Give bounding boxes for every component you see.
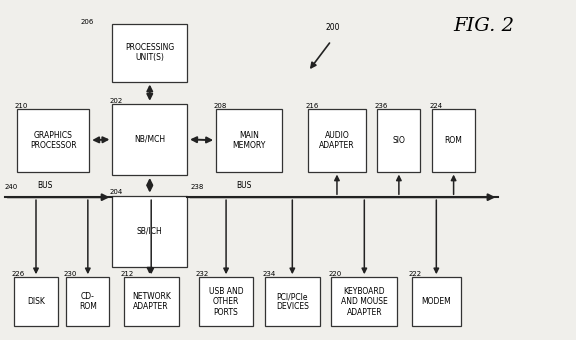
Text: 202: 202	[109, 98, 123, 104]
Text: 232: 232	[196, 271, 209, 277]
Text: FIG. 2: FIG. 2	[453, 17, 514, 35]
Bar	[265, 277, 320, 326]
Text: 224: 224	[429, 103, 442, 109]
Text: 240: 240	[5, 184, 18, 190]
Text: 212: 212	[121, 271, 134, 277]
Text: DISK: DISK	[27, 297, 45, 306]
Text: NB/MCH: NB/MCH	[134, 135, 165, 144]
Bar	[17, 109, 89, 172]
Text: 216: 216	[305, 103, 319, 109]
Bar	[216, 109, 282, 172]
Text: 234: 234	[262, 271, 275, 277]
Text: USB AND
OTHER
PORTS: USB AND OTHER PORTS	[209, 287, 244, 317]
Text: PROCESSING
UNIT(S): PROCESSING UNIT(S)	[125, 43, 175, 63]
Bar	[412, 277, 461, 326]
Text: BUS: BUS	[37, 182, 53, 190]
Text: CD-
ROM: CD- ROM	[79, 292, 97, 311]
Text: 210: 210	[14, 103, 28, 109]
Text: SIO: SIO	[392, 136, 406, 145]
Text: 238: 238	[190, 184, 203, 190]
Bar	[199, 277, 253, 326]
Bar	[112, 24, 187, 82]
Bar	[377, 109, 420, 172]
Text: 200: 200	[325, 23, 340, 32]
Text: PCI/PCIe
DEVICES: PCI/PCIe DEVICES	[276, 292, 309, 311]
Bar	[66, 277, 109, 326]
Bar	[331, 277, 397, 326]
Bar	[14, 277, 58, 326]
Text: GRAPHICS
PROCESSOR: GRAPHICS PROCESSOR	[30, 131, 77, 150]
Bar	[112, 104, 187, 175]
Text: 204: 204	[109, 189, 123, 196]
Text: AUDIO
ADAPTER: AUDIO ADAPTER	[319, 131, 355, 150]
Bar	[124, 277, 179, 326]
Text: 222: 222	[409, 271, 422, 277]
Bar	[432, 109, 475, 172]
Text: 236: 236	[374, 103, 388, 109]
Text: SB/ICH: SB/ICH	[137, 227, 162, 236]
Bar	[112, 195, 187, 267]
Text: MODEM: MODEM	[422, 297, 451, 306]
Text: NETWORK
ADAPTER: NETWORK ADAPTER	[132, 292, 170, 311]
Text: MAIN
MEMORY: MAIN MEMORY	[233, 131, 266, 150]
Text: KEYBOARD
AND MOUSE
ADAPTER: KEYBOARD AND MOUSE ADAPTER	[341, 287, 388, 317]
Text: 220: 220	[328, 271, 342, 277]
Text: BUS: BUS	[236, 182, 252, 190]
Text: 206: 206	[81, 19, 94, 25]
Text: 230: 230	[63, 271, 77, 277]
Bar	[308, 109, 366, 172]
Text: 226: 226	[12, 271, 25, 277]
Text: 208: 208	[213, 103, 226, 109]
Text: ROM: ROM	[445, 136, 463, 145]
